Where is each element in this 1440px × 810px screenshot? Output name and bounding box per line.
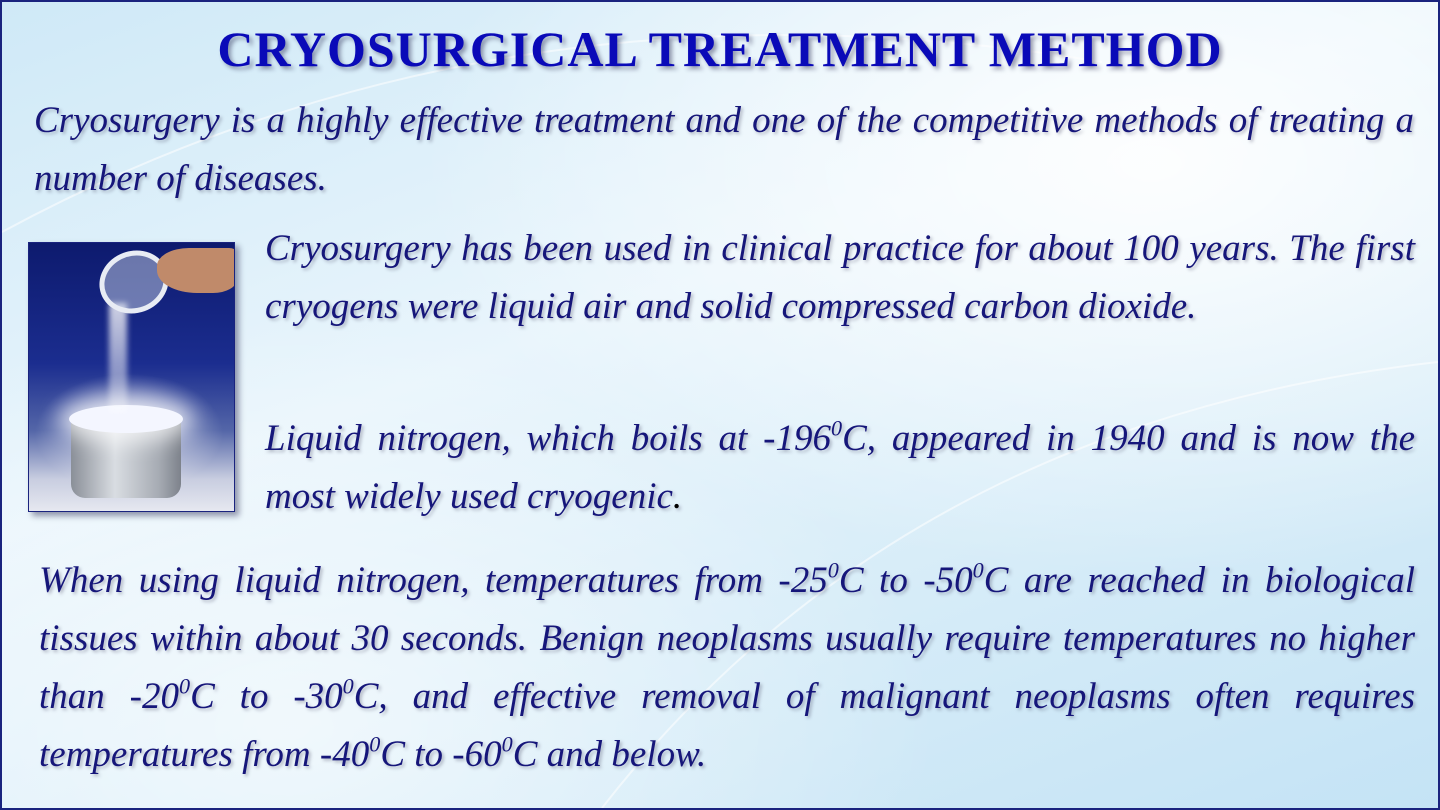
liquid-nitrogen-photo xyxy=(28,242,235,512)
text-segment: . xyxy=(672,476,683,517)
text-segment: C, appeared in 1940 and is now the most … xyxy=(265,418,1416,517)
text-segment: C to -50 xyxy=(838,560,973,601)
text-segment: C, and effective removal of malignant ne… xyxy=(39,676,1415,775)
text-segment: C to -30 xyxy=(190,676,343,717)
history-paragraph: Cryosurgery has been used in clinical pr… xyxy=(265,228,1415,327)
text-segment: When using liquid nitrogen, temperatures… xyxy=(39,560,828,601)
degree-superscript: 0 xyxy=(827,557,839,583)
temperatures-paragraph: When using liquid nitrogen, temperatures… xyxy=(39,552,1415,784)
degree-superscript: 0 xyxy=(369,731,381,757)
degree-superscript: 0 xyxy=(501,731,513,757)
text-segment: C are reached in biological tissues with… xyxy=(39,560,1416,717)
photo-hand xyxy=(157,248,234,293)
background-swirl xyxy=(2,33,1103,233)
degree-superscript: 0 xyxy=(342,673,354,699)
text-segment: C and below. xyxy=(512,734,707,775)
background-swirl xyxy=(601,361,1438,808)
intro-paragraph: Cryosurgery is a highly effective treatm… xyxy=(34,100,1414,199)
slide-title: CRYOSURGICAL TREATMENT METHOD xyxy=(217,21,1223,77)
degree-superscript: 0 xyxy=(972,557,984,583)
degree-superscript: 0 xyxy=(179,673,191,699)
photo-stream xyxy=(109,303,127,413)
nitrogen-paragraph: Liquid nitrogen, which boils at -1960C, … xyxy=(265,410,1415,526)
degree-superscript: 0 xyxy=(830,415,843,441)
text-segment: Liquid nitrogen, which boils at -196 xyxy=(265,418,831,459)
text-segment: C to -60 xyxy=(380,734,502,775)
